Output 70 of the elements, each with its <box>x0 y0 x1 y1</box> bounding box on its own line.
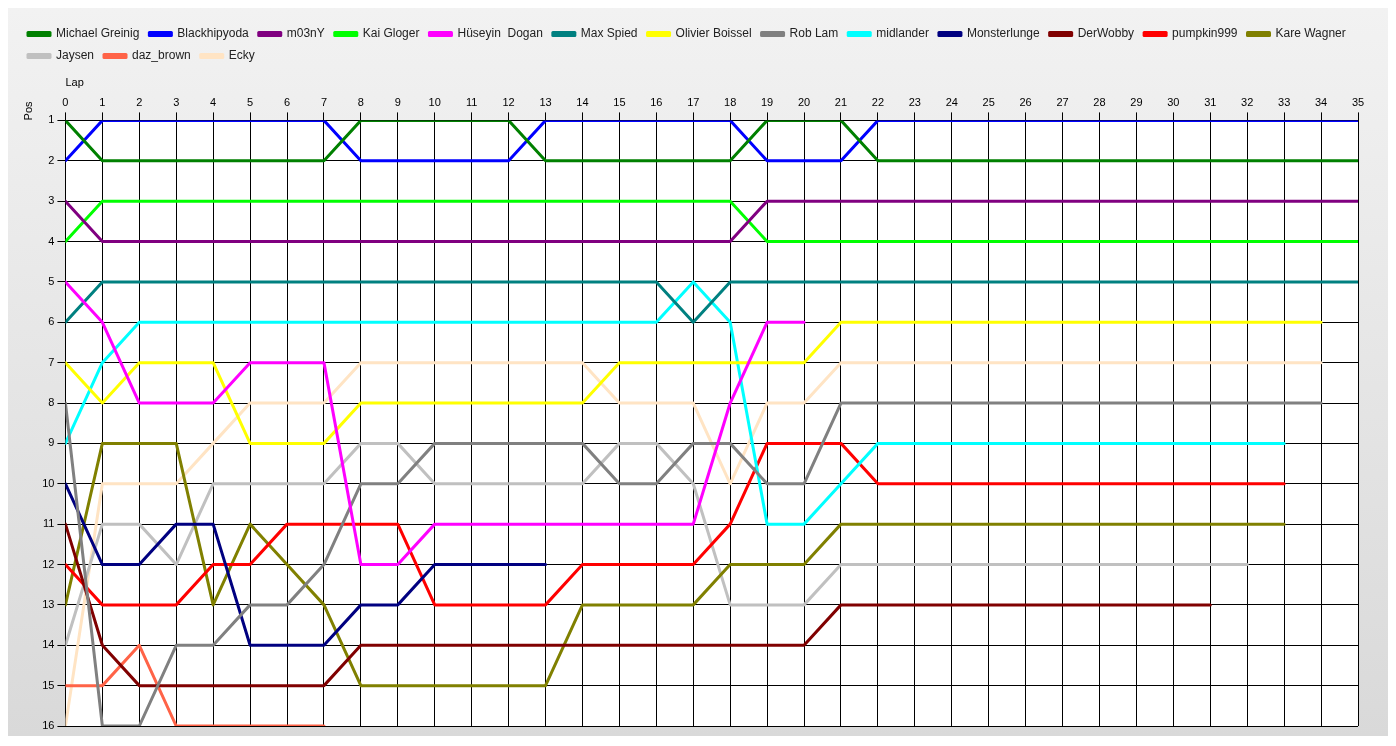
x-tick-label: 21 <box>834 95 848 108</box>
legend-label: midlander <box>876 26 929 41</box>
x-tick-label: 27 <box>1056 95 1069 108</box>
x-tick-label: 35 <box>1351 95 1365 108</box>
legend-label: Rob Lam <box>789 26 839 41</box>
y-axis-title: Pos <box>21 100 34 121</box>
y-tick-label: 9 <box>48 436 55 449</box>
legend-label: Hüseyin Dogan <box>457 26 543 41</box>
x-tick-label: 5 <box>247 95 254 108</box>
x-tick-label: 18 <box>724 95 737 108</box>
y-tick-label: 1 <box>48 113 55 126</box>
y-tick-label: 5 <box>48 274 55 287</box>
x-tick-label: 28 <box>1093 95 1106 108</box>
legend-label: pumpkin999 <box>1172 26 1238 41</box>
legend-label: Max Spied <box>580 26 638 41</box>
x-tick-label: 10 <box>428 95 441 108</box>
y-tick-label: 16 <box>42 719 55 732</box>
y-tick-label: 12 <box>42 557 55 570</box>
legend-label: Monsterlunge <box>966 26 1040 41</box>
legend-label: daz_brown <box>132 48 191 63</box>
x-tick-label: 7 <box>320 95 328 108</box>
x-tick-label: 15 <box>613 95 626 108</box>
x-tick-label: 17 <box>687 95 700 108</box>
x-tick-label: 3 <box>173 95 180 108</box>
y-tick-label: 10 <box>42 476 55 489</box>
x-tick-label: 8 <box>357 95 364 108</box>
x-tick-label: 32 <box>1241 95 1254 108</box>
x-tick-label: 24 <box>945 95 958 108</box>
legend-label: m03nY <box>286 26 325 41</box>
legend-label: Kare Wagner <box>1275 26 1346 41</box>
x-tick-label: 29 <box>1130 95 1143 108</box>
x-tick-label: 9 <box>394 95 401 108</box>
legend-label: Blackhipyoda <box>177 26 250 41</box>
y-tick-label: 14 <box>42 638 55 651</box>
legend-label: Michael Greinig <box>56 26 140 41</box>
y-tick-label: 11 <box>43 517 55 530</box>
y-tick-label: 8 <box>48 396 55 409</box>
y-tick-label: 2 <box>48 153 55 166</box>
x-tick-label: 23 <box>908 95 921 108</box>
x-tick-label: 26 <box>1019 95 1032 108</box>
x-tick-label: 22 <box>871 95 885 108</box>
x-tick-label: 31 <box>1204 95 1217 108</box>
y-tick-label: 15 <box>42 678 55 691</box>
x-tick-label: 0 <box>62 95 69 108</box>
legend-label: Kai Gloger <box>362 26 420 41</box>
x-tick-label: 16 <box>650 95 663 108</box>
x-tick-label: 25 <box>982 95 995 108</box>
y-tick-label: 6 <box>48 315 55 328</box>
legend-label: Olivier Boissel <box>675 26 752 41</box>
x-tick-label: 30 <box>1167 95 1180 108</box>
x-tick-label: 19 <box>760 95 774 108</box>
x-tick-label: 33 <box>1278 95 1291 108</box>
x-tick-label: 4 <box>210 95 217 108</box>
x-tick-label: 12 <box>502 95 515 108</box>
x-tick-label: 11 <box>465 95 478 108</box>
x-tick-label: 34 <box>1314 95 1328 108</box>
x-tick-label: 14 <box>576 95 589 108</box>
legend-label: Ecky <box>228 48 255 63</box>
y-tick-label: 13 <box>42 597 55 610</box>
y-tick-label: 7 <box>48 355 55 368</box>
x-tick-label: 20 <box>797 95 811 108</box>
y-tick-label: 3 <box>48 194 55 207</box>
x-axis-title: Lap <box>65 75 84 88</box>
y-tick-label: 4 <box>48 234 55 247</box>
legend-label: Jaysen <box>56 48 95 63</box>
x-tick-label: 6 <box>283 95 291 108</box>
x-tick-label: 13 <box>539 95 552 108</box>
legend-label: DerWobby <box>1077 26 1135 41</box>
x-tick-label: 2 <box>136 95 143 108</box>
x-tick-label: 1 <box>99 95 106 108</box>
